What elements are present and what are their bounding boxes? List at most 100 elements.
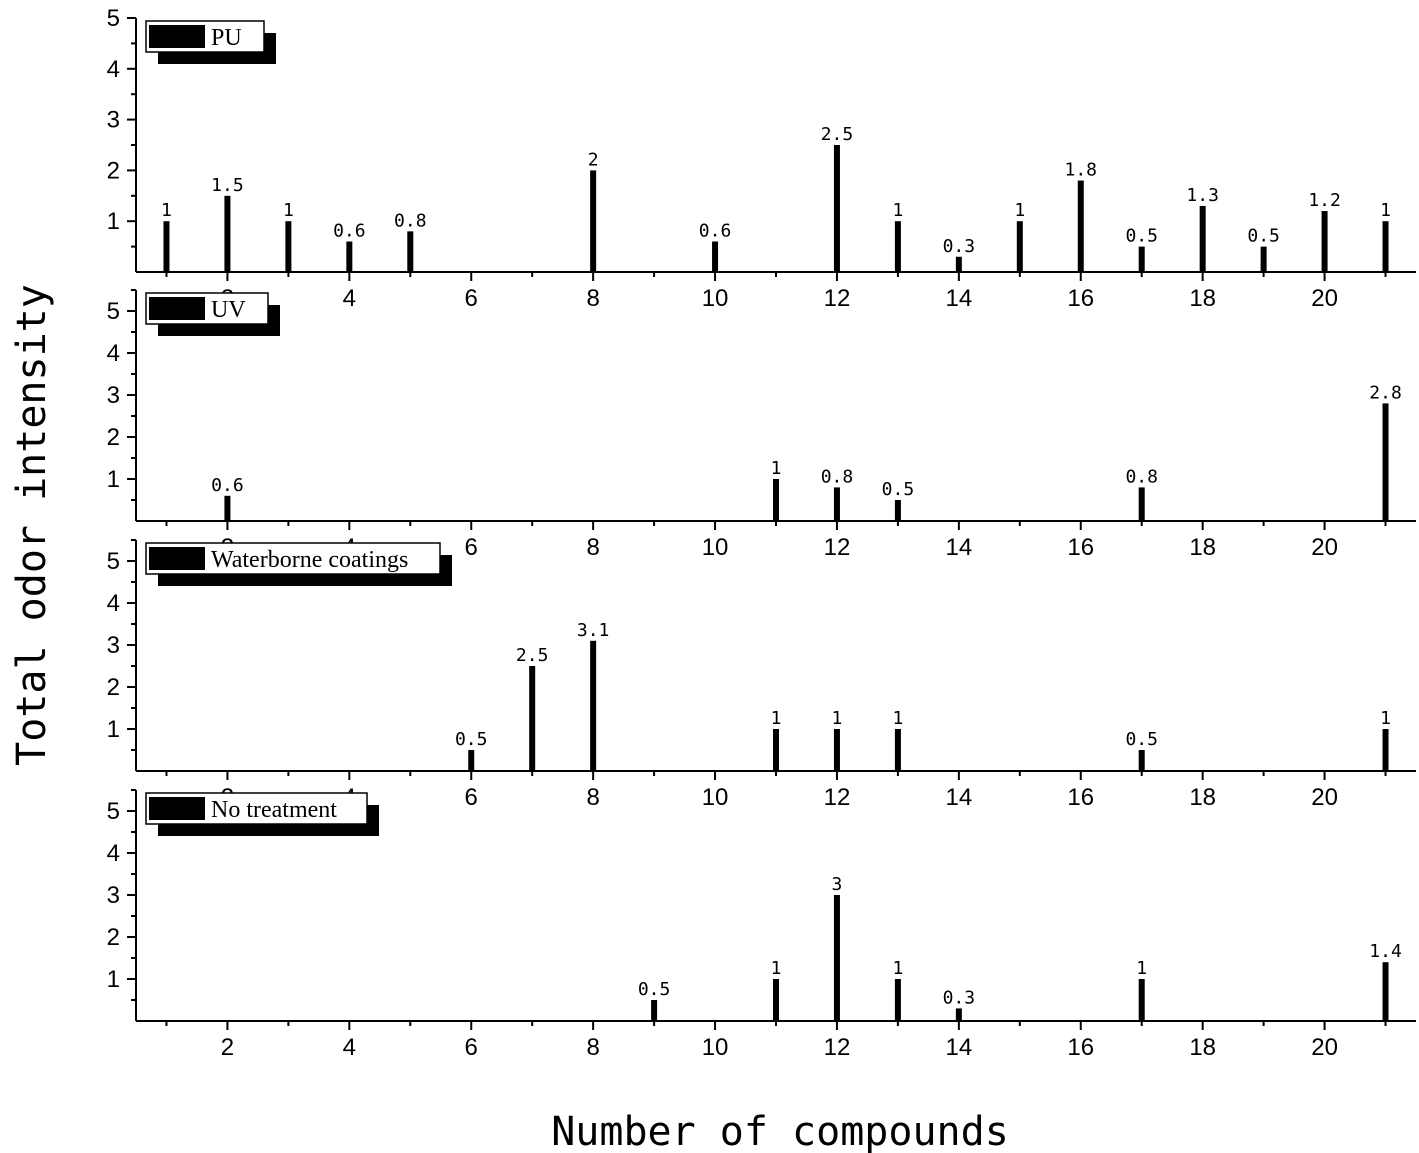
x-tick-label: 8 <box>586 285 599 312</box>
bar-value-label: 1 <box>1380 200 1391 221</box>
bar-value-label: 0.5 <box>1247 226 1280 247</box>
legend-swatch <box>149 25 205 48</box>
y-tick-label: 2 <box>107 924 120 951</box>
y-tick-label: 5 <box>107 548 120 575</box>
x-tick-label: 20 <box>1311 1034 1338 1061</box>
bar <box>285 221 292 272</box>
bar-value-label: 1 <box>771 708 782 729</box>
bar <box>1321 211 1328 272</box>
bar <box>1382 403 1389 521</box>
x-tick-label: 10 <box>702 1034 729 1061</box>
bar-value-label: 0.5 <box>882 479 915 500</box>
x-tick-label: 6 <box>465 1034 478 1061</box>
bar <box>224 495 231 521</box>
bar-value-label: 3.1 <box>577 620 610 641</box>
bar <box>1138 487 1145 521</box>
bar <box>346 241 353 272</box>
y-tick-label: 2 <box>107 674 120 701</box>
y-tick-label: 4 <box>107 56 120 83</box>
legend-label: PU <box>211 25 242 51</box>
bar-value-label: 3 <box>832 874 843 895</box>
bar <box>1382 729 1389 771</box>
y-tick-label: 2 <box>107 157 120 184</box>
bar-value-label: 1.2 <box>1308 190 1341 211</box>
bar-value-label: 1 <box>1014 200 1025 221</box>
x-tick-label: 6 <box>465 784 478 811</box>
x-tick-label: 16 <box>1067 784 1094 811</box>
x-tick-label: 10 <box>702 285 729 312</box>
y-tick-label: 4 <box>107 590 120 617</box>
bar <box>833 145 840 272</box>
x-tick-label: 16 <box>1067 285 1094 312</box>
bar-value-label: 1 <box>892 708 903 729</box>
bar-value-label: 2.8 <box>1369 382 1402 403</box>
x-tick-label: 6 <box>465 285 478 312</box>
bar <box>712 241 719 272</box>
bar-value-label: 0.6 <box>333 221 366 242</box>
y-axis-title: Total odor intensity <box>9 284 55 766</box>
bar <box>651 1000 658 1021</box>
bar <box>894 729 901 771</box>
bar-value-label: 1 <box>771 458 782 479</box>
x-axis-title: Number of compounds <box>551 1109 1009 1153</box>
x-tick-label: 14 <box>946 784 973 811</box>
x-tick-label: 12 <box>824 285 851 312</box>
bar-value-label: 1 <box>892 958 903 979</box>
bar-value-label: 0.5 <box>1125 729 1158 750</box>
y-tick-label: 5 <box>107 298 120 325</box>
bar <box>833 487 840 521</box>
bar-value-label: 0.3 <box>943 236 976 257</box>
legend: No treatment <box>145 792 379 836</box>
y-tick-label: 3 <box>107 632 120 659</box>
legend: Waterborne coatings <box>145 542 452 586</box>
bar <box>833 895 840 1021</box>
bar <box>894 500 901 521</box>
bar <box>1138 750 1145 771</box>
x-tick-label: 20 <box>1311 534 1338 561</box>
x-tick-label: 14 <box>946 285 973 312</box>
chart-panel-3: 2468101214161820123450.52.53.11110.51Wat… <box>107 539 1416 811</box>
bar <box>407 231 414 272</box>
bar <box>1382 962 1389 1021</box>
x-tick-label: 6 <box>465 534 478 561</box>
bar-value-label: 1 <box>283 200 294 221</box>
x-tick-label: 16 <box>1067 1034 1094 1061</box>
legend: PU <box>145 20 276 64</box>
x-tick-label: 18 <box>1189 534 1216 561</box>
y-tick-label: 4 <box>107 840 120 867</box>
bar <box>1077 180 1084 272</box>
x-tick-label: 12 <box>824 534 851 561</box>
bar <box>833 729 840 771</box>
bar <box>163 221 170 272</box>
bar <box>529 666 536 771</box>
legend-label: No treatment <box>211 797 337 823</box>
bar-value-label: 0.8 <box>1125 466 1158 487</box>
bar <box>1260 246 1267 272</box>
bar-value-label: 0.6 <box>699 221 732 242</box>
bar <box>773 479 779 521</box>
bar <box>1016 221 1023 272</box>
y-tick-label: 3 <box>107 382 120 409</box>
x-tick-label: 12 <box>824 1034 851 1061</box>
bar <box>590 170 597 272</box>
x-tick-label: 10 <box>702 534 729 561</box>
bar-value-label: 2 <box>588 149 599 170</box>
x-tick-label: 4 <box>343 285 356 312</box>
y-tick-label: 1 <box>107 966 120 993</box>
bar <box>1138 246 1145 272</box>
x-tick-label: 8 <box>586 1034 599 1061</box>
x-tick-label: 18 <box>1189 1034 1216 1061</box>
x-tick-label: 20 <box>1311 285 1338 312</box>
bar-value-label: 1 <box>1136 958 1147 979</box>
y-tick-label: 1 <box>107 716 120 743</box>
bar <box>955 1008 962 1021</box>
bar-value-label: 0.5 <box>638 979 671 1000</box>
legend-swatch <box>149 547 205 570</box>
bar-value-label: 2.5 <box>821 124 854 145</box>
y-tick-label: 4 <box>107 340 120 367</box>
bar-value-label: 0.8 <box>394 210 427 231</box>
legend-label: Waterborne coatings <box>211 547 408 573</box>
bar-value-label: 1 <box>771 958 782 979</box>
